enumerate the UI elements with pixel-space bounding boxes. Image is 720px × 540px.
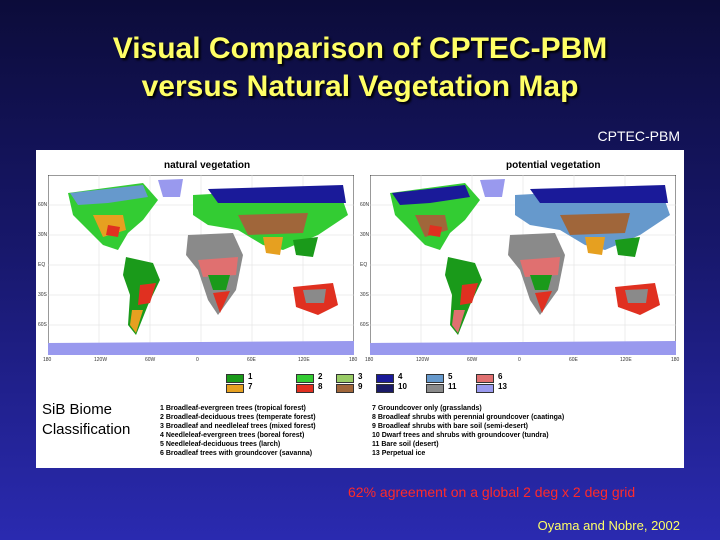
natural-vegetation-map [48,175,354,355]
axis-tick-label: 60N [38,202,48,208]
slide-title-line1: Visual Comparison of CPTEC-PBM [112,32,608,65]
class-item: 11 Bare soil (desert) [372,441,439,448]
legend-swatch [476,374,494,383]
legend-number: 6 [498,372,503,381]
legend-number: 1 [248,372,253,381]
sib-label-line2: Classification [42,421,131,438]
axis-tick-label: 0 [196,357,199,363]
legend-swatch [426,374,444,383]
legend-swatch [376,374,394,383]
legend-swatch [296,384,314,393]
axis-tick-label: 120E [620,357,632,363]
legend-swatch [226,384,244,393]
axis-tick-label: 60W [467,357,478,363]
axis-tick-label: 60W [145,357,156,363]
cptec-label: CPTEC-PBM [597,128,680,144]
axis-tick-label: 0 [518,357,521,363]
axis-tick-label: 180 [43,357,52,363]
class-item: 6 Broadleaf trees with groundcover (sava… [160,450,313,457]
class-item: 8 Broadleaf shrubs with perennial ground… [372,414,565,421]
vegetation-figure: natural vegetation [36,150,684,468]
legend-swatch [426,384,444,393]
left-map-title: natural vegetation [164,160,251,171]
legend-number: 4 [398,372,403,381]
class-item: 1 Broadleaf-evergreen trees (tropical fo… [160,405,306,412]
legend-swatch [336,384,354,393]
potential-vegetation-map [370,175,676,355]
class-list-left: 1 Broadleaf-evergreen trees (tropical fo… [160,404,316,458]
axis-tick-label: 60S [360,322,369,328]
class-item: 5 Needleleaf-deciduous trees (larch) [160,441,281,448]
axis-tick-label: EQ [360,262,368,268]
legend-number: 13 [498,382,507,391]
class-item: 3 Broadleaf and needleleaf trees (mixed … [160,423,316,430]
axis-tick-label: 120W [94,357,108,363]
axis-tick-label: 60E [569,357,578,363]
right-map-title: potential vegetation [506,160,601,171]
axis-tick-label: EQ [38,262,46,268]
legend-number: 2 [318,372,323,381]
credit-text: Oyama and Nobre, 2002 [537,518,680,533]
legend-number: 9 [358,382,363,391]
slide-title: Visual Comparison of CPTEC-PBM versus Na… [0,30,720,106]
class-item: 4 Needleleaf-evergreen trees (boreal for… [160,432,305,439]
class-item: 2 Broadleaf-deciduous trees (temperate f… [160,414,316,421]
axis-tick-label: 180 [349,357,358,363]
legend-number: 5 [448,372,453,381]
axis-tick-label: 30N [360,232,370,238]
legend-number: 10 [398,382,407,391]
class-item: 9 Broadleaf shrubs with bare soil (semi-… [372,423,528,430]
legend-swatch [376,384,394,393]
legend-swatch [336,374,354,383]
sib-label-line1: SiB Biome [42,401,113,418]
legend-number: 3 [358,372,363,381]
legend-number: 7 [248,382,253,391]
slide-title-line2: versus Natural Vegetation Map [141,70,579,103]
axis-tick-label: 30S [360,292,369,298]
legend-swatch [296,374,314,383]
axis-tick-label: 30S [38,292,47,298]
legend-swatch [226,374,244,383]
class-item: 10 Dwarf trees and shrubs with groundcov… [372,432,549,439]
agreement-text: 62% agreement on a global 2 deg x 2 deg … [348,484,636,500]
axis-tick-label: 120E [298,357,310,363]
axis-tick-label: 120W [416,357,430,363]
axis-tick-label: 60S [38,322,47,328]
axis-tick-label: 180 [671,357,680,363]
sib-biome-label: SiB Biome Classification [40,400,133,440]
legend-number: 11 [448,382,457,391]
axis-tick-label: 60N [360,202,370,208]
class-item: 13 Perpetual ice [372,450,426,457]
class-list-right: 7 Groundcover only (grasslands) 8 Broadl… [372,404,564,458]
axis-tick-label: 30N [38,232,48,238]
legend-number: 8 [318,382,323,391]
axis-tick-label: 60E [247,357,256,363]
axis-tick-label: 180 [365,357,374,363]
class-item: 7 Groundcover only (grasslands) [372,405,482,412]
legend-swatch [476,384,494,393]
